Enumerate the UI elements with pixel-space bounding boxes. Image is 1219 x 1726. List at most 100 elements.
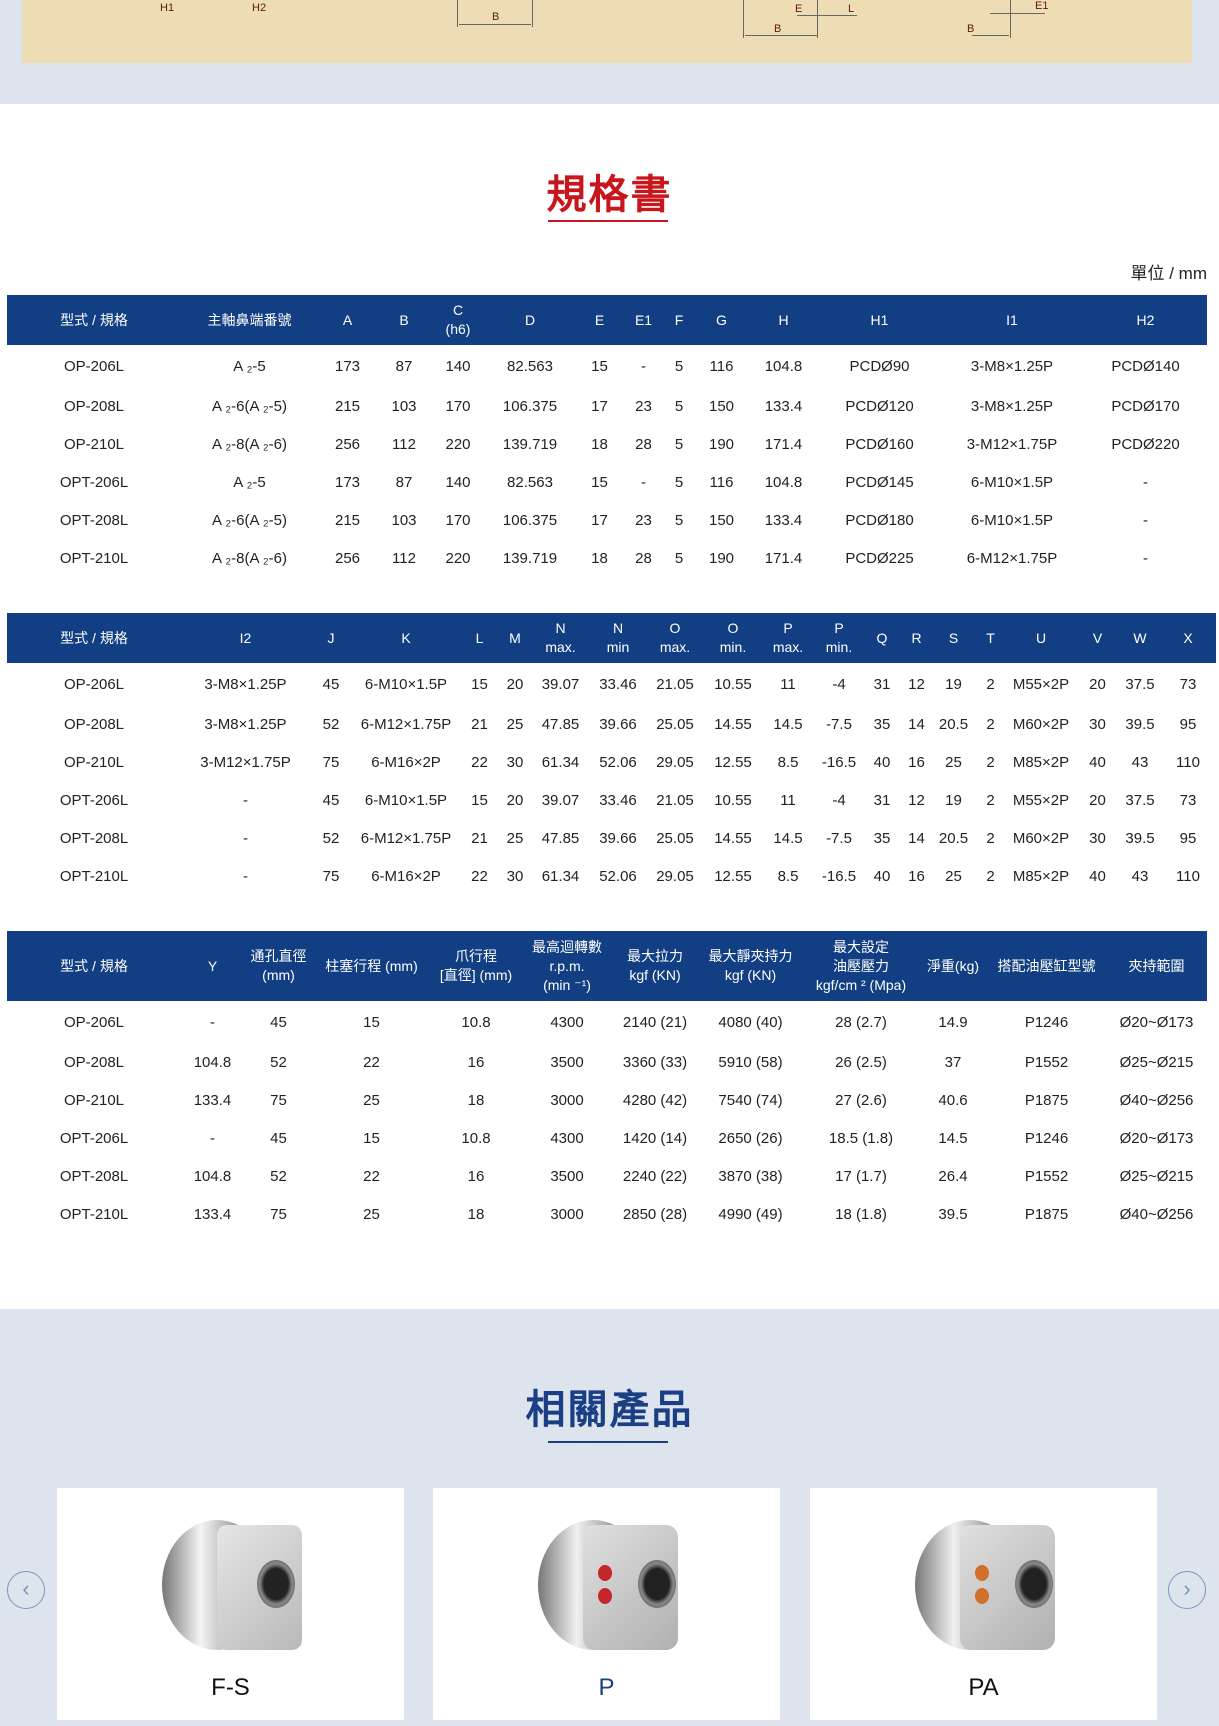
product-card-fs[interactable]: F-S [57, 1488, 404, 1720]
product-card-pa[interactable]: PA [810, 1488, 1157, 1720]
table-cell: 23 [635, 511, 652, 529]
table-cell: 4280 (42) [622, 1091, 688, 1109]
column-header: B [377, 295, 431, 345]
table-cell: 20.5 [938, 829, 969, 847]
table-cell: 6-M10×1.5P [364, 791, 448, 809]
table-cell: 20 [506, 791, 524, 809]
table-cell: 61.34 [541, 867, 580, 885]
column-header: 型式 / 規格 [7, 295, 181, 345]
table-cell: - [641, 473, 646, 491]
table-cell: 104.8 [764, 357, 803, 375]
table-row: OP-206L A ₂-5 173 87 140 82.563 15 - 5 116 104.8 PC… [7, 345, 1207, 387]
column-header-text: (h6) [445, 321, 471, 337]
table-cell: 170 [445, 397, 471, 415]
table-cell: 82.563 [507, 357, 553, 375]
table-cell: 190 [708, 435, 735, 453]
table-cell: 39.5 [938, 1205, 968, 1223]
table-cell: 5 [674, 473, 684, 491]
table-cell: PCDØ225 [845, 549, 914, 567]
table-cell: 256 [334, 549, 361, 567]
table-cell: A ₂-6(A ₂-5) [212, 397, 287, 415]
column-header: X [1160, 613, 1216, 663]
table-cell: 2650 (26) [718, 1129, 783, 1147]
table-cell: 133.4 [193, 1205, 232, 1223]
chevron-right-icon[interactable]: › [1168, 1571, 1206, 1609]
table-row: OPT-210L 133.4 75 25 18 3000 2850 (28) 4990 (49… [7, 1195, 1207, 1233]
column-header-text: F [674, 311, 684, 328]
table-cell: -7.5 [826, 715, 852, 733]
table-cell: 3000 [550, 1091, 584, 1109]
table-cell: 6-M16×2P [371, 867, 441, 885]
column-header-text: A [342, 311, 353, 328]
table-cell: 40 [873, 753, 891, 771]
table-cell: 112 [392, 549, 416, 567]
drawing-label: L [848, 3, 855, 15]
column-header: H1 [819, 295, 940, 345]
column-header-text: G [716, 311, 727, 328]
table-cell: 6-M10×1.5P [970, 473, 1054, 491]
table-cell: 10.8 [461, 1013, 491, 1031]
table-cell: 22 [471, 867, 488, 885]
column-header-text: Q [876, 629, 888, 646]
table-cell: 20 [1089, 675, 1106, 693]
product-name: F-S [211, 1674, 250, 1701]
column-header-text: C [452, 302, 464, 318]
table-header-row: 型式 / 規格 Y 通孔直徑 (mm) 柱塞行程 (mm) 爪行程 [直徑] (mm) 最高迴… [7, 931, 1207, 1001]
table-header-row: 型式 / 規格 主軸鼻端番號 A B C (h6) D E E1 F G H H1 I1 H2 [7, 295, 1207, 345]
table-cell: 12 [908, 675, 925, 693]
table-cell: 39.66 [599, 715, 637, 733]
table-cell: - [641, 357, 646, 375]
table-cell: 10.55 [714, 675, 752, 693]
column-header-text: P [834, 620, 844, 636]
table-cell: 15 [471, 675, 488, 693]
column-header: 型式 / 規格 [7, 613, 181, 663]
column-header-text: 最大靜夾持力 [708, 948, 793, 964]
table-row: OPT-206L - 45 6-M10×1.5P 15 20 39.07 33.46 21.05… [7, 781, 1216, 819]
column-header: E1 [624, 295, 663, 345]
table-cell: 39.5 [1125, 829, 1155, 847]
table-row: OPT-210L - 75 6-M16×2P 22 30 61.34 52.06 29.05 12… [7, 857, 1216, 895]
table-cell: 14.5 [773, 829, 803, 847]
product-image [513, 1500, 703, 1660]
model-cell: OP-206L [63, 675, 125, 693]
table-cell: 25 [945, 867, 962, 885]
table-cell: 28 (2.7) [835, 1013, 887, 1031]
table-cell: 21.05 [656, 791, 694, 809]
table-cell: 15 [363, 1129, 380, 1147]
table-cell: 61.34 [541, 753, 580, 771]
column-header-text: 主軸鼻端番號 [207, 311, 292, 328]
table-cell: 7540 (74) [718, 1091, 783, 1109]
table-cell: 25 [506, 829, 524, 847]
table-cell: P1246 [1024, 1013, 1069, 1031]
table-cell: 37 [944, 1053, 962, 1071]
model-cell: OPT-210L [59, 867, 129, 885]
table-cell: 6-M16×2P [371, 753, 441, 771]
table-cell: 25 [945, 753, 962, 771]
table-cell: PCDØ120 [845, 397, 914, 415]
column-header-text: 最大拉力 [627, 948, 683, 964]
column-header: 最高迴轉數 r.p.m. (min ⁻¹) [522, 931, 612, 1001]
table-cell: 104.8 [193, 1167, 232, 1185]
table-cell: 39.07 [541, 675, 580, 693]
table-cell: 112 [392, 435, 416, 453]
column-header-text: X [1183, 629, 1193, 646]
column-header: S [933, 613, 974, 663]
table-cell: 73 [1179, 791, 1197, 809]
model-cell: OPT-206L [59, 1129, 129, 1147]
column-header-text: min. [825, 639, 853, 655]
table-cell: 104.8 [193, 1053, 232, 1071]
product-card-p[interactable]: P [433, 1488, 780, 1720]
table-cell: 256 [334, 435, 361, 453]
table-cell: 18.5 (1.8) [828, 1129, 894, 1147]
table-cell: 25 [506, 715, 524, 733]
drawing-label: B [967, 23, 975, 35]
table-cell: 4080 (40) [718, 1013, 783, 1031]
table-cell: 220 [445, 549, 471, 567]
table-cell: PCDØ145 [845, 473, 914, 491]
chevron-left-icon[interactable]: ‹ [7, 1571, 45, 1609]
model-cell: OP-208L [63, 715, 125, 733]
table-cell: 4300 [550, 1129, 584, 1147]
table-cell: 116 [709, 473, 734, 491]
table-cell: 6-M12×1.75P [966, 549, 1058, 567]
table-cell: 2 [986, 829, 995, 847]
